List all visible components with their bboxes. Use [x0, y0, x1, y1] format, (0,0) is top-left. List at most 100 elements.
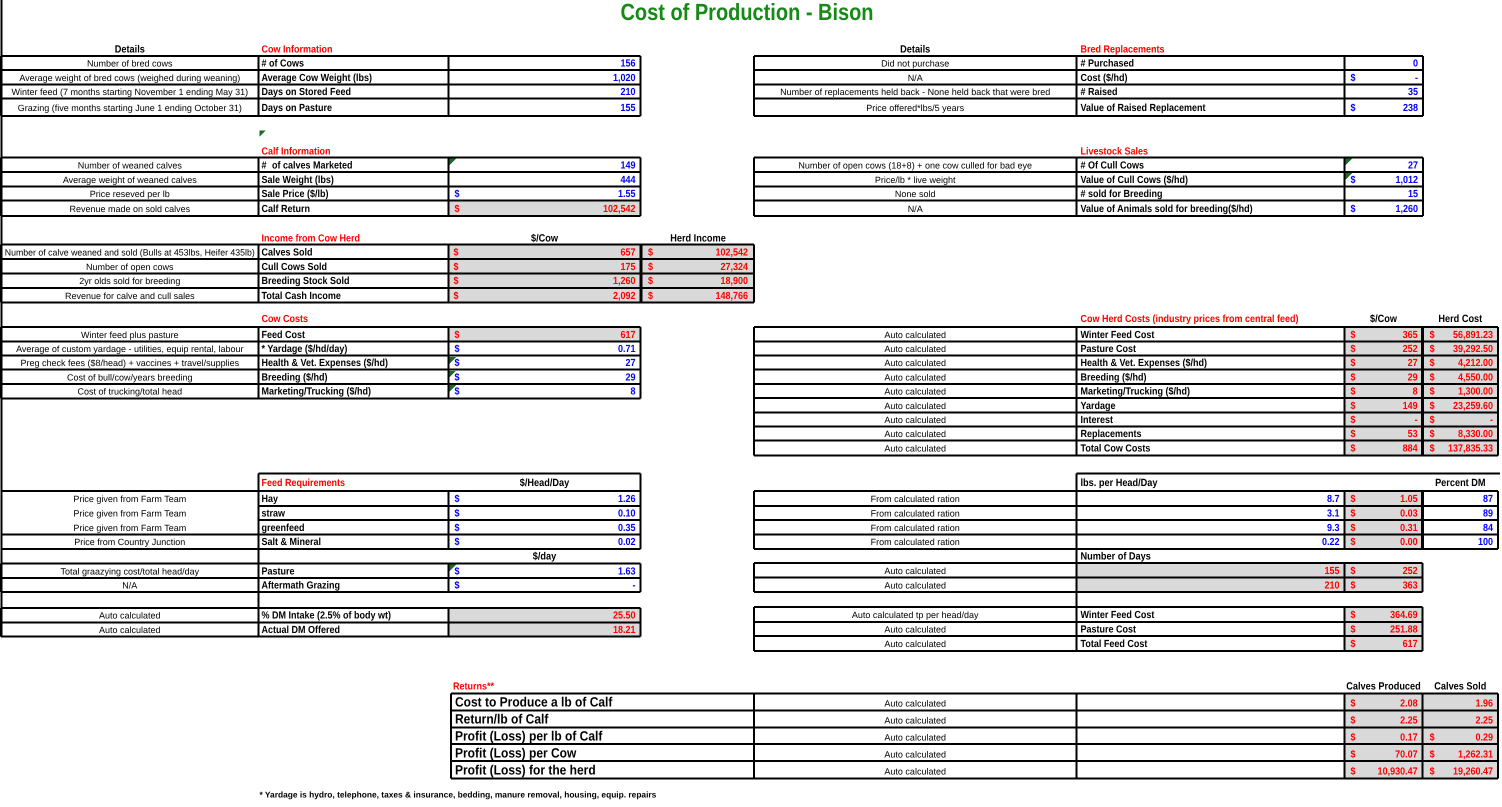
svg-text:Auto calculated: Auto calculated	[884, 566, 946, 576]
svg-text:$: $	[1430, 372, 1435, 383]
svg-text:365: 365	[1403, 330, 1418, 341]
svg-text:8: 8	[630, 387, 635, 398]
svg-text:1,012: 1,012	[1395, 175, 1418, 186]
svg-text:3.1: 3.1	[1327, 509, 1340, 520]
svg-text:# sold for Breeding: # sold for Breeding	[1081, 189, 1163, 200]
svg-text:$/Cow: $/Cow	[531, 232, 559, 244]
svg-text:$: $	[455, 204, 460, 215]
svg-text:Sale Weight (lbs): Sale Weight (lbs)	[262, 175, 334, 186]
svg-text:From calculated ration: From calculated ration	[871, 523, 960, 533]
svg-text:Auto calculated: Auto calculated	[884, 387, 946, 397]
svg-text:-: -	[1415, 73, 1418, 84]
svg-text:Percent DM: Percent DM	[1435, 477, 1486, 489]
svg-text:Auto calculated: Auto calculated	[884, 415, 946, 425]
svg-text:444: 444	[620, 175, 635, 186]
svg-text:Pasture Cost: Pasture Cost	[1081, 344, 1137, 355]
svg-text:Profit (Loss) for the herd: Profit (Loss) for the herd	[455, 763, 596, 778]
svg-text:884: 884	[1403, 444, 1418, 455]
svg-text:4,212.00: 4,212.00	[1458, 358, 1493, 369]
svg-text:Number of replacements held ba: Number of replacements held back - None …	[780, 87, 1050, 97]
svg-text:Total Cash Income: Total Cash Income	[262, 291, 342, 302]
svg-text:$: $	[455, 523, 460, 534]
svg-text:70.07: 70.07	[1395, 750, 1418, 761]
svg-text:Cow Herd Costs (industry price: Cow Herd Costs (industry prices from cen…	[1081, 314, 1299, 325]
svg-text:$: $	[1351, 750, 1356, 761]
svg-text:$: $	[1430, 767, 1435, 778]
svg-text:straw: straw	[262, 509, 286, 520]
svg-text:$: $	[1351, 372, 1356, 383]
svg-text:0.00: 0.00	[1400, 537, 1418, 548]
svg-text:1,260: 1,260	[1395, 204, 1418, 215]
svg-text:8,330.00: 8,330.00	[1458, 429, 1493, 440]
svg-text:Calves Sold: Calves Sold	[1434, 681, 1486, 693]
svg-text:Average of custom yardage - ut: Average of custom yardage - utilities, e…	[16, 344, 243, 354]
svg-text:Winter Feed Cost: Winter Feed Cost	[1081, 610, 1155, 621]
svg-text:Revenue made on sold calves: Revenue made on sold calves	[70, 204, 191, 214]
svg-text:Total Cow Costs: Total Cow Costs	[1081, 444, 1151, 455]
svg-text:137,835.33: 137,835.33	[1448, 444, 1493, 455]
svg-text:Auto calculated: Auto calculated	[884, 699, 946, 709]
svg-text:15: 15	[1408, 189, 1418, 200]
svg-text:greenfeed: greenfeed	[262, 523, 305, 534]
svg-text:$: $	[1430, 733, 1435, 744]
svg-text:$: $	[1351, 625, 1356, 636]
svg-text:Cost to Produce a lb of Calf: Cost to Produce a lb of Calf	[455, 695, 613, 710]
svg-text:Winter Feed Cost: Winter Feed Cost	[1081, 330, 1155, 341]
svg-text:Cost ($/hd): Cost ($/hd)	[1081, 73, 1128, 84]
svg-text:Days on Stored Feed: Days on Stored Feed	[262, 87, 352, 98]
svg-text:2.25: 2.25	[1400, 716, 1418, 727]
svg-text:$: $	[455, 372, 460, 383]
svg-text:Auto calculated: Auto calculated	[884, 750, 946, 760]
svg-text:Total graazying cost/total hea: Total graazying cost/total head/day	[61, 566, 200, 576]
svg-text:Average weight of weaned calve: Average weight of weaned calves	[63, 175, 197, 185]
svg-text:$: $	[1351, 401, 1356, 412]
svg-text:4,550.00: 4,550.00	[1458, 372, 1493, 383]
svg-text:175: 175	[620, 262, 635, 273]
svg-text:# Of Cull Cows: # Of Cull Cows	[1081, 160, 1145, 171]
svg-text:$: $	[1351, 204, 1356, 215]
svg-text:35: 35	[1408, 87, 1418, 98]
svg-text:$: $	[1430, 415, 1435, 426]
svg-text:$: $	[1351, 175, 1356, 186]
svg-text:$: $	[455, 566, 460, 577]
svg-text:$: $	[455, 581, 460, 592]
svg-text:$: $	[648, 291, 653, 302]
svg-text:Auto calculated: Auto calculated	[884, 444, 946, 454]
svg-text:# Raised: # Raised	[1081, 87, 1118, 98]
svg-text:$: $	[454, 276, 459, 287]
svg-text:252: 252	[1403, 566, 1418, 577]
svg-text:Salt & Mineral: Salt & Mineral	[262, 537, 322, 548]
svg-text:$: $	[1430, 344, 1435, 355]
svg-text:$: $	[455, 189, 460, 200]
svg-text:$: $	[1351, 330, 1356, 341]
svg-text:Auto calculated: Auto calculated	[884, 733, 946, 743]
svg-text:From calculated ration: From calculated ration	[871, 537, 960, 547]
svg-text:Value of Animals sold for bree: Value of Animals sold for breeding($/hd)	[1081, 204, 1253, 215]
svg-text:Number of bred cows: Number of bred cows	[87, 59, 173, 69]
svg-text:Pasture: Pasture	[262, 566, 295, 577]
svg-text:Sale Price ($/lb): Sale Price ($/lb)	[262, 189, 329, 200]
svg-text:Value of Raised Replacement: Value of Raised Replacement	[1081, 103, 1207, 114]
svg-text:$: $	[1430, 750, 1435, 761]
svg-text:Days on Pasture: Days on Pasture	[262, 103, 333, 114]
svg-text:$: $	[1351, 580, 1356, 591]
svg-text:148,766: 148,766	[715, 291, 748, 302]
svg-text:$: $	[1351, 358, 1356, 369]
svg-text:N/A: N/A	[908, 204, 923, 214]
svg-text:1.55: 1.55	[618, 189, 636, 200]
svg-text:Breeding Stock Sold: Breeding Stock Sold	[262, 276, 350, 287]
svg-text:$: $	[1351, 699, 1356, 710]
svg-text:* Yardage is hydro, telephone,: * Yardage is hydro, telephone, taxes & i…	[260, 790, 657, 800]
svg-text:Number of open cows: Number of open cows	[86, 262, 174, 272]
svg-text:Details: Details	[900, 43, 930, 55]
svg-text:Return/lb of Calf: Return/lb of Calf	[455, 712, 549, 727]
svg-text:100: 100	[1478, 537, 1493, 548]
svg-text:18,900: 18,900	[720, 276, 748, 287]
svg-text:363: 363	[1403, 580, 1418, 591]
svg-text:N/A: N/A	[122, 581, 137, 591]
svg-text:-: -	[632, 581, 635, 592]
svg-text:$: $	[1430, 444, 1435, 455]
svg-text:1.96: 1.96	[1475, 699, 1493, 710]
svg-text:Number of Days: Number of Days	[1081, 550, 1152, 562]
svg-text:Price from Country Junction: Price from Country Junction	[74, 537, 185, 547]
